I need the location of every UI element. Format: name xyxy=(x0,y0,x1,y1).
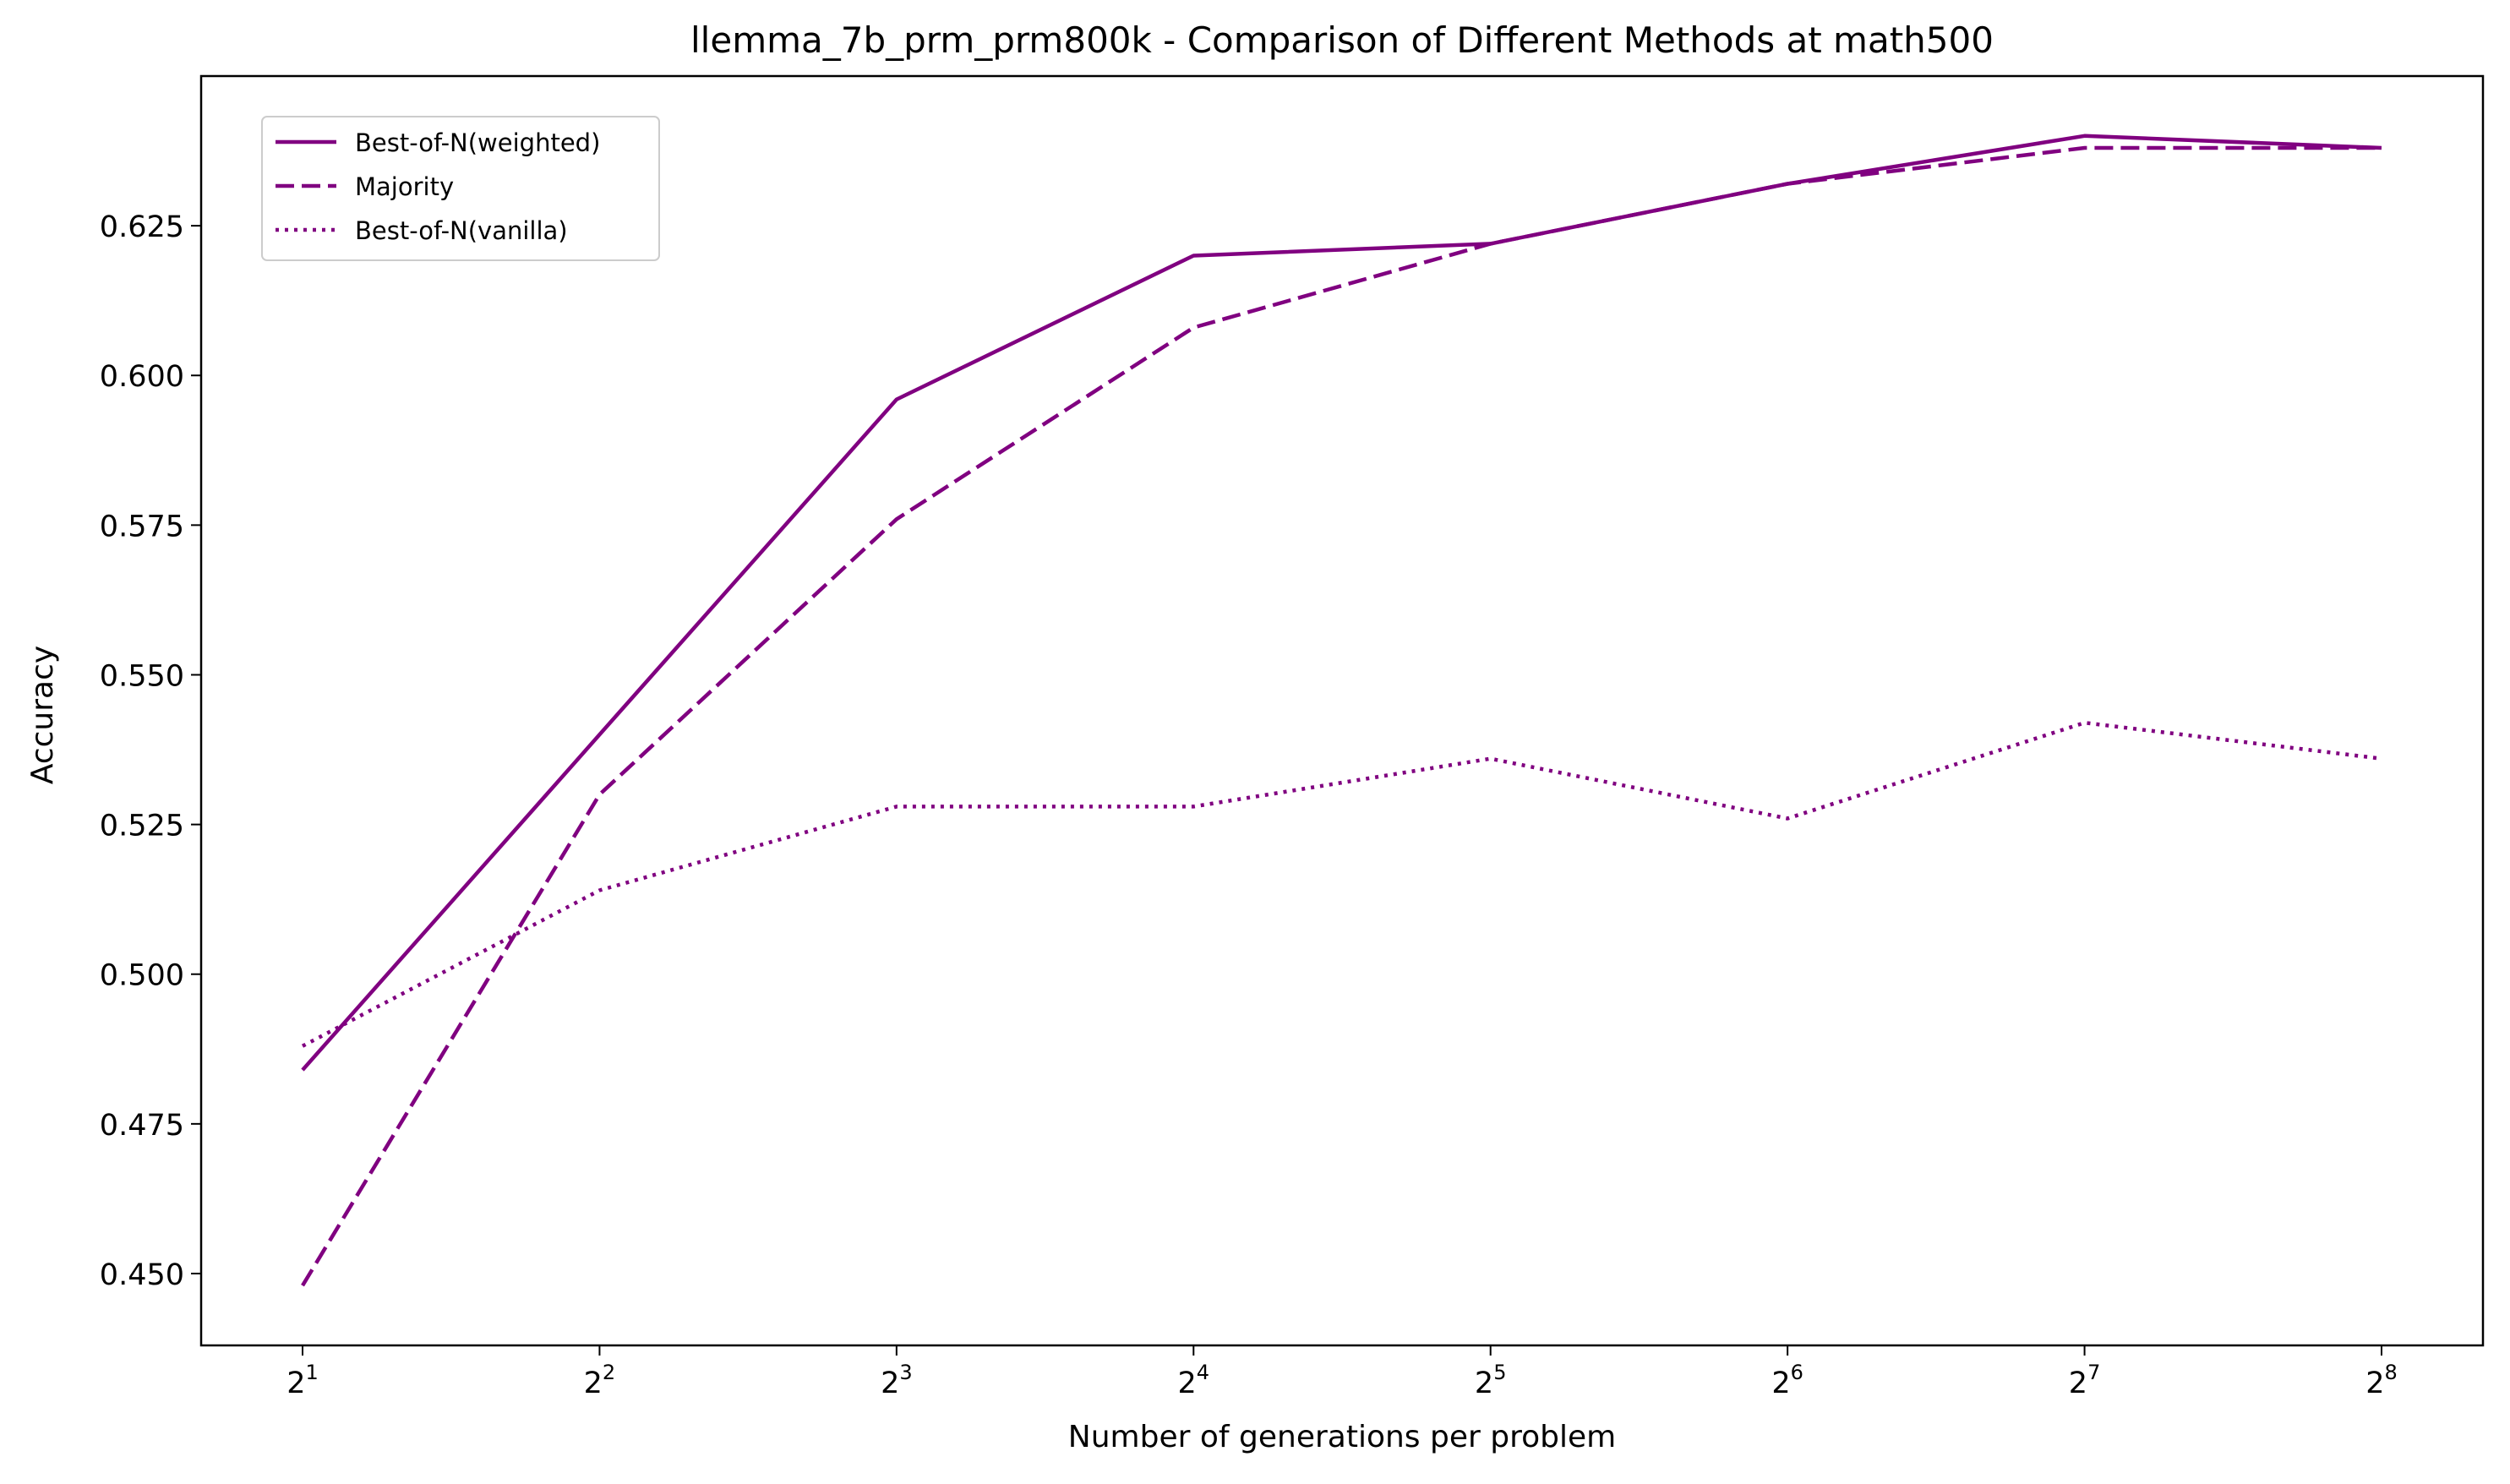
x-tick-label: 22 xyxy=(584,1361,616,1400)
x-tick-label: 21 xyxy=(286,1361,319,1400)
x-tick-label: 28 xyxy=(2365,1361,2398,1400)
y-tick-label: 0.450 xyxy=(100,1258,184,1292)
y-tick-label: 0.575 xyxy=(100,510,184,543)
x-tick-label: 23 xyxy=(881,1361,913,1400)
y-tick-label: 0.625 xyxy=(100,210,184,244)
y-tick-label: 0.500 xyxy=(100,959,184,993)
x-axis-label: Number of generations per problem xyxy=(1068,1420,1616,1454)
series-line-dashed xyxy=(301,145,2382,1287)
y-axis-label: Accuracy xyxy=(25,646,60,784)
series-line-dotted xyxy=(301,720,2382,1048)
legend-label: Majority xyxy=(355,172,454,201)
y-tick-label: 0.550 xyxy=(100,659,184,693)
series-line-solid xyxy=(301,134,2382,1072)
legend: Best-of-N(weighted) Majority Best-of-N(van… xyxy=(261,116,660,261)
plot-frame xyxy=(199,74,2485,1347)
legend-box xyxy=(261,116,660,261)
axis-ticks: 0.450 0.475 0.500 0.525 0.550 0.575 0.600 0.625… xyxy=(100,210,2398,1400)
y-tick-label: 0.475 xyxy=(100,1109,184,1143)
chart-title: llemma_7b_prm_prm800k - Comparison of Di… xyxy=(690,19,1994,61)
x-tick-label: 24 xyxy=(1178,1361,1210,1400)
x-tick-label: 27 xyxy=(2069,1361,2101,1400)
x-tick-label: 26 xyxy=(1771,1361,1803,1400)
series-lines xyxy=(301,134,2382,1287)
x-tick-label: 25 xyxy=(1475,1361,1507,1400)
legend-label: Best-of-N(weighted) xyxy=(355,128,600,157)
y-tick-label: 0.600 xyxy=(100,360,184,394)
y-tick-label: 0.525 xyxy=(100,810,184,843)
legend-label: Best-of-N(vanilla) xyxy=(355,216,568,245)
